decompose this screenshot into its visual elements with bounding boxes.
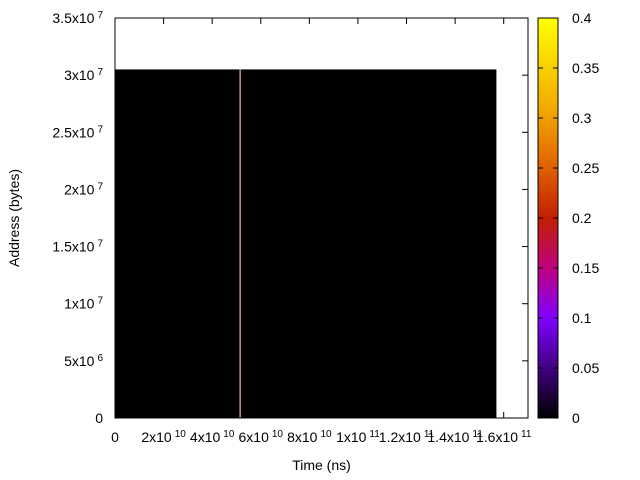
colorbar-tick-label: 0.3 [572,110,592,126]
y-tick-label: 3x10 7 [64,67,103,83]
x-axis-title: Time (ns) [292,457,351,473]
x-tick-label: 2x10 10 [141,429,186,445]
y-tick-label: 3.5x10 7 [52,10,103,26]
x-tick-label: 1.6x10 11 [476,429,532,445]
colorbar-tick-label: 0.35 [572,60,599,76]
colorbar-tick-label: 0.2 [572,210,592,226]
x-tick-label: 0 [111,429,119,445]
colorbar-tick-label: 0.25 [572,160,599,176]
x-tick-label: 1x10 11 [336,429,380,445]
x-tick-label: 6x10 10 [239,429,284,445]
colorbar-tick-label: 0 [572,410,580,426]
x-tick-label: 8x10 10 [287,429,332,445]
y-tick-label: 2x10 7 [64,181,103,197]
y-tick-label: 5x10 6 [64,353,103,369]
colorbar-tick-label: 0.15 [572,260,599,276]
y-axis-title: Address (bytes) [6,169,22,267]
plot-frame [114,17,529,419]
y-tick-label: 2.5x10 7 [52,124,103,140]
heatmap-region [115,69,497,418]
y-tick-label: 0 [95,410,103,426]
colorbar-tick-label: 0.1 [572,310,592,326]
x-tick-label: 1.2x10 11 [379,429,435,445]
x-tick-label: 1.4x10 11 [427,429,483,445]
y-tick-label: 1x10 7 [64,296,103,312]
colorbar-tick-label: 0.4 [572,10,592,26]
colorbar-tick-label: 0.05 [572,360,599,376]
y-tick-label: 1.5x10 7 [52,239,103,255]
x-tick-label: 4x10 10 [190,429,235,445]
